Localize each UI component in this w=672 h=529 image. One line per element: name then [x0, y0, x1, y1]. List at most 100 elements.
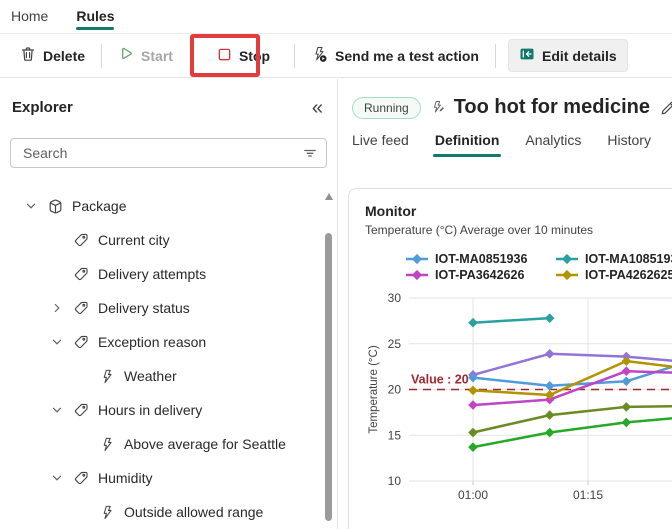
tree-item-delivery-attempts[interactable]: Delivery attempts [0, 257, 323, 291]
tree-item-label: Weather [124, 368, 177, 384]
tag-icon [72, 299, 90, 317]
tree-item-label: Delivery status [98, 300, 190, 316]
monitor-card: Monitor Temperature (°C) Average over 10… [348, 188, 672, 529]
toolbar-divider [494, 43, 496, 68]
svg-text:25: 25 [388, 337, 402, 351]
legend-marker [405, 254, 429, 264]
chevron-down-icon[interactable] [50, 403, 64, 417]
edit-title-pencil-icon[interactable] [659, 99, 672, 117]
rule-tabs: Live feed Definition Analytics History [339, 132, 672, 159]
tree-item-hours-in-delivery[interactable]: Hours in delivery [0, 393, 323, 427]
expander-spacer [50, 233, 64, 247]
edit-details-label: Edit details [541, 47, 617, 64]
monitor-title: Monitor [365, 203, 417, 219]
delete-button-label: Delete [43, 47, 86, 64]
svg-text:Temperature (°C): Temperature (°C) [368, 345, 380, 433]
chevron-down-icon[interactable] [50, 335, 64, 349]
rule-title: Too hot for medicine [453, 96, 650, 118]
collapse-panel-icon[interactable]: « [311, 96, 323, 119]
tag-icon [72, 265, 90, 283]
flash-icon [98, 503, 116, 521]
filter-icon[interactable] [302, 145, 318, 166]
legend-label: IOT-PA4262625 [585, 268, 672, 282]
tree-item-package[interactable]: Package [0, 189, 323, 223]
explorer-title: Explorer [12, 99, 73, 116]
monitor-chart: 10 15 20 25 30 01:00 01:15 Temperature (°C) Valu… [353, 289, 672, 529]
tree-item-above-average-for-seattle[interactable]: Above average for Seattle [0, 427, 323, 461]
scroll-up-icon[interactable] [325, 193, 333, 200]
legend-marker [555, 254, 579, 264]
tree-item-label: Humidity [98, 470, 153, 486]
search-input[interactable] [10, 138, 327, 168]
legend-label: IOT-MA0851936 [435, 252, 528, 266]
legend-item[interactable]: IOT-PA3642626 [405, 268, 555, 282]
tag-icon [72, 469, 90, 487]
tree-item-humidity[interactable]: Humidity [0, 461, 323, 495]
nav-tab-rules[interactable]: Rules [76, 0, 115, 32]
legend-label: IOT-MA1085193 [585, 252, 672, 266]
svg-text:15: 15 [388, 428, 402, 442]
tree-item-label: Current city [98, 232, 170, 248]
svg-text:10: 10 [388, 474, 402, 488]
chevron-down-icon[interactable] [24, 199, 38, 213]
legend-marker [405, 270, 429, 280]
tree-item-label: Package [72, 198, 127, 214]
stop-icon [217, 47, 232, 65]
rule-icon [430, 100, 445, 115]
start-button[interactable]: Start [108, 40, 183, 71]
nav-tab-home[interactable]: Home [11, 8, 49, 24]
legend-item[interactable]: IOT-MA0851936 [405, 252, 555, 266]
status-badge: Running [352, 96, 421, 119]
chevron-down-icon[interactable] [50, 471, 64, 485]
explorer-tree: Package Current city Delivery attempts Deli… [0, 189, 323, 529]
tree-item-label: Delivery attempts [98, 266, 207, 282]
legend-item[interactable]: IOT-MA1085193 [555, 252, 672, 266]
stop-button-label: Stop [238, 47, 271, 64]
explorer-panel: Explorer « Package Current city Delivery a… [0, 79, 338, 529]
chevron-right-icon[interactable] [50, 301, 64, 315]
tree-item-label: Exception reason [98, 334, 207, 350]
svg-text:20: 20 [388, 383, 402, 397]
stop-button[interactable]: Stop [207, 41, 280, 71]
tree-item-current-city[interactable]: Current city [0, 223, 323, 257]
tree-item-weather[interactable]: Weather [0, 359, 323, 393]
tag-icon [72, 231, 90, 249]
svg-text:01:00: 01:00 [458, 488, 488, 502]
tag-icon [72, 333, 90, 351]
tree-scrollbar [324, 189, 334, 529]
toolbar-divider [294, 43, 296, 68]
delete-button[interactable]: Delete [10, 40, 95, 71]
flash-icon [98, 367, 116, 385]
toolbar: Delete Start Stop [0, 33, 672, 78]
legend-label: IOT-PA3642626 [435, 268, 525, 282]
rule-detail-panel: Running Too hot for medicine Live feed D… [339, 79, 672, 529]
flash-test-icon [311, 46, 328, 66]
edit-details-button[interactable]: Edit details [507, 39, 628, 72]
tree-item-label: Hours in delivery [98, 402, 203, 418]
send-test-action-button[interactable]: Send me a test action [301, 40, 489, 72]
tab-definition[interactable]: Definition [432, 132, 501, 159]
top-nav: Home Rules [0, 0, 672, 32]
tab-analytics[interactable]: Analytics [525, 132, 582, 148]
tree-item-outside-allowed-range[interactable]: Outside allowed range [0, 495, 323, 529]
scrollbar-thumb[interactable] [325, 233, 332, 521]
svg-text:30: 30 [388, 291, 402, 305]
tab-live-feed[interactable]: Live feed [352, 132, 409, 148]
tag-icon [72, 401, 90, 419]
svg-text:Value : 20: Value : 20 [411, 373, 469, 387]
tab-history[interactable]: History [607, 132, 651, 148]
svg-text:01:15: 01:15 [573, 488, 603, 502]
tree-item-delivery-status[interactable]: Delivery status [0, 291, 323, 325]
toolbar-divider [101, 43, 103, 68]
tree-item-exception-reason[interactable]: Exception reason [0, 325, 323, 359]
legend-marker [555, 270, 579, 280]
edit-details-icon [519, 46, 535, 65]
legend-item[interactable]: IOT-PA4262625 [555, 268, 672, 282]
tree-item-label: Above average for Seattle [124, 436, 286, 452]
send-test-action-label: Send me a test action [335, 47, 479, 64]
flash-icon [98, 435, 116, 453]
tree-item-label: Outside allowed range [124, 504, 264, 520]
trash-icon [20, 46, 36, 65]
monitor-subtitle: Temperature (°C) Average over 10 minutes [365, 223, 594, 237]
